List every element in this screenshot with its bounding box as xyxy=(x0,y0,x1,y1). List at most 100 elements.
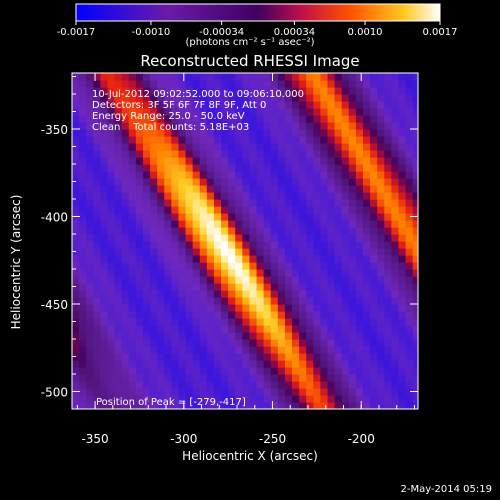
heatmap-cell xyxy=(306,388,314,396)
heatmap-cell xyxy=(79,94,87,102)
heatmap-cell xyxy=(128,213,137,221)
heatmap-cell xyxy=(327,395,336,403)
heatmap-cell xyxy=(93,178,101,186)
heatmap-cell xyxy=(192,269,201,277)
heatmap-cell xyxy=(135,290,144,298)
heatmap-cell xyxy=(249,353,258,361)
heatmap-cell xyxy=(178,367,187,375)
heatmap-cell xyxy=(72,381,80,389)
heatmap-cell xyxy=(221,206,229,214)
colorbar-tick-label: -0.0017 xyxy=(57,27,96,38)
heatmap-cell xyxy=(86,178,94,186)
heatmap-cell xyxy=(150,248,158,256)
heatmap-cell xyxy=(164,304,172,312)
heatmap-cell xyxy=(221,185,229,193)
heatmap-cell xyxy=(384,255,392,263)
heatmap-cell xyxy=(150,164,158,172)
heatmap-cell xyxy=(313,87,322,95)
heatmap-cell xyxy=(228,101,236,109)
heatmap-cell xyxy=(313,122,322,130)
heatmap-cell xyxy=(79,206,87,214)
heatmap-cell xyxy=(100,332,109,340)
heatmap-cell xyxy=(135,276,144,284)
heatmap-cell xyxy=(334,94,343,102)
heatmap-cell xyxy=(128,192,137,200)
heatmap-cell xyxy=(249,283,258,291)
heatmap-cell xyxy=(370,395,378,403)
heatmap-cell xyxy=(341,150,350,158)
heatmap-cell xyxy=(341,353,350,361)
heatmap-cell xyxy=(391,220,400,228)
heatmap-cell xyxy=(114,353,123,361)
heatmap-cell xyxy=(242,297,251,305)
heatmap-cell xyxy=(306,318,314,326)
heatmap-cell xyxy=(142,136,151,144)
heatmap-cell xyxy=(121,115,130,123)
heatmap-cell xyxy=(313,388,322,396)
heatmap-cell xyxy=(242,262,251,270)
heatmap-cell xyxy=(93,388,101,396)
heatmap-cell xyxy=(299,325,307,333)
heatmap-cell xyxy=(377,353,385,361)
heatmap-cell xyxy=(93,304,101,312)
heatmap-cell xyxy=(292,241,300,249)
heatmap-cell xyxy=(348,150,357,158)
heatmap-cell xyxy=(164,108,172,116)
heatmap-cell xyxy=(348,332,357,340)
heatmap-cell xyxy=(348,199,357,207)
heatmap-cell xyxy=(306,157,314,165)
heatmap-cell xyxy=(341,290,350,298)
heatmap-cell xyxy=(292,290,300,298)
heatmap-cell xyxy=(263,262,272,270)
heatmap-cell xyxy=(284,360,293,368)
heatmap-cell xyxy=(391,311,400,319)
heatmap-cell xyxy=(178,136,187,144)
heatmap-cell xyxy=(391,374,400,382)
heatmap-cell xyxy=(412,150,418,158)
heatmap-cell xyxy=(171,199,180,207)
heatmap-cell xyxy=(270,150,279,158)
heatmap-cell xyxy=(121,108,130,116)
heatmap-cell xyxy=(199,255,208,263)
heatmap-cell xyxy=(199,164,208,172)
heatmap-cell xyxy=(405,367,414,375)
heatmap-cell xyxy=(292,164,300,172)
heatmap-cell xyxy=(213,269,222,277)
heatmap-cell xyxy=(171,122,180,130)
heatmap-cell xyxy=(341,136,350,144)
heatmap-cell xyxy=(213,101,222,109)
heatmap-cell xyxy=(341,374,350,382)
heatmap-cell xyxy=(171,101,180,109)
heatmap-cell xyxy=(100,87,109,95)
heatmap-cell xyxy=(391,101,400,109)
heatmap-cell xyxy=(277,381,286,389)
heatmap-cell xyxy=(270,381,279,389)
heatmap-cell xyxy=(93,192,101,200)
heatmap-cell xyxy=(86,80,94,88)
heatmap-cell xyxy=(405,143,414,151)
heatmap-cell xyxy=(320,325,329,333)
heatmap-cell xyxy=(79,178,87,186)
heatmap-cell xyxy=(320,234,329,242)
heatmap-cell xyxy=(362,262,371,270)
heatmap-cell xyxy=(150,297,158,305)
heatmap-cell xyxy=(242,248,251,256)
heatmap-cell xyxy=(398,199,407,207)
heatmap-cell xyxy=(235,157,243,165)
heatmap-cell xyxy=(327,339,336,347)
heatmap-cell xyxy=(306,129,314,137)
heatmap-cell xyxy=(362,73,371,81)
heatmap-cell xyxy=(313,395,322,403)
heatmap-cell xyxy=(320,192,329,200)
heatmap-cell xyxy=(221,262,229,270)
heatmap-cell xyxy=(256,339,265,347)
heatmap-cell xyxy=(249,290,258,298)
heatmap-cell xyxy=(142,94,151,102)
heatmap-cell xyxy=(334,346,343,354)
heatmap-cell xyxy=(164,178,172,186)
heatmap-cell xyxy=(277,171,286,179)
heatmap-cell xyxy=(164,360,172,368)
heatmap-cell xyxy=(284,73,293,81)
heatmap-cell xyxy=(121,339,130,347)
heatmap-cell xyxy=(341,199,350,207)
